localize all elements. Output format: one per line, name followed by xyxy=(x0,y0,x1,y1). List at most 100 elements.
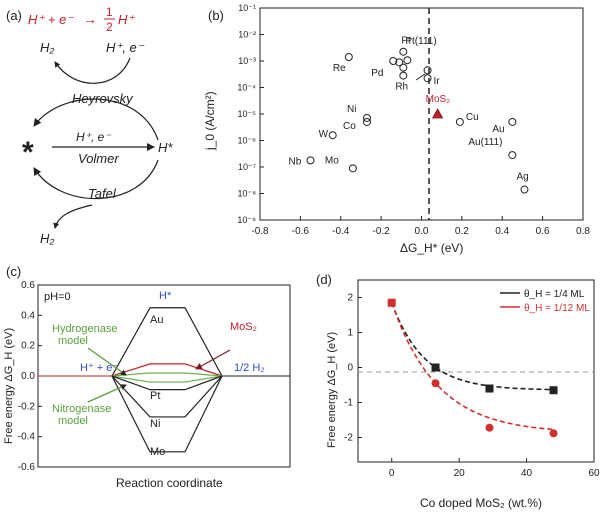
circle-marker xyxy=(549,429,558,438)
data-point xyxy=(423,66,432,75)
y-tick-label: 10⁻⁹ xyxy=(237,215,256,225)
panel-a: (a) H⁺ + e⁻ → 1 2 H⁺ H₂ H⁺, e⁻ Heyrovsky… xyxy=(6,5,173,246)
point-label: Mo xyxy=(325,155,339,166)
plot-d-ylabel: Free energy ΔG_H (eV) xyxy=(326,332,338,448)
heyrovsky-arc xyxy=(33,98,159,141)
square-marker xyxy=(549,386,558,395)
panel-c: (c) 0.6 0.4 0.2 0.0 -0.2 -0.4 -0.6 pH=0 H* H⁺ … xyxy=(3,264,291,490)
y-tick-label: 0.0 xyxy=(21,371,35,382)
h-plus-label: H⁺ + e⁻ xyxy=(80,362,118,374)
energy-level-path xyxy=(111,372,223,377)
plot-b-points: Nb Mo W Co Ni Re Pd Pt Rh Pt(111) Ir Cu Au Au(111) Ag M… xyxy=(288,36,529,194)
point-label: Cu xyxy=(466,112,479,123)
circle-marker xyxy=(387,298,396,307)
y-tick-label: 1 xyxy=(347,328,353,339)
hydrogenase-pointer xyxy=(87,347,127,376)
data-point xyxy=(508,117,517,126)
tafel-arc xyxy=(33,159,159,200)
y-tick-label: 10⁻⁸ xyxy=(237,189,256,199)
heyrovsky-h2-arrow xyxy=(54,57,131,84)
mos2-pointer-arrow xyxy=(195,349,231,370)
data-point xyxy=(348,164,357,173)
point-label: Ir xyxy=(434,76,441,87)
circle-marker xyxy=(431,379,440,388)
fit-curve xyxy=(390,302,554,391)
h-star-label: H* xyxy=(159,290,172,302)
data-point xyxy=(399,63,408,72)
energy-level-path xyxy=(111,375,223,453)
plot-b-ylabel: j_0 (A/cm²) xyxy=(203,91,217,151)
square-marker xyxy=(431,363,440,372)
ni-level-label: Ni xyxy=(150,418,160,430)
active-site-star: * xyxy=(22,136,34,169)
panel-b-label: (b) xyxy=(208,8,224,23)
y-tick-label: 0.4 xyxy=(21,310,35,321)
plot-b-y-ticks: 10⁻¹ 10⁻² 10⁻³ 10⁻⁴ 10⁻⁵ 10⁻⁶ 10⁻⁷ 10⁻⁸ 10⁻⁹ xyxy=(237,3,264,225)
y-tick-label: 0.2 xyxy=(21,341,35,352)
y-tick-label: -0.4 xyxy=(18,432,36,443)
data-point xyxy=(328,131,337,140)
energy-level-path xyxy=(111,375,223,391)
point-label: Au(111) xyxy=(468,137,502,148)
plot-d-x-ticks: 0 20 40 60 xyxy=(389,458,600,479)
x-tick-label: 0.8 xyxy=(576,226,590,237)
point-label: Pt(111) xyxy=(405,36,436,47)
plot-c-ylabel: Free energy ΔG_H (eV) xyxy=(3,328,15,444)
adsorbed-h-label: H* xyxy=(158,140,173,155)
x-tick-label: 60 xyxy=(588,468,600,479)
panel-d: (d) 0 20 40 60 210-1-2 θ_H = 1/4 MLθ_H = 1/… xyxy=(316,272,600,510)
hydrogenase-label-2: model xyxy=(58,335,88,347)
mos2-label: MoS₂ xyxy=(230,321,257,333)
point-label: Rh xyxy=(395,82,408,93)
nitrogenase-pointer xyxy=(87,384,127,403)
point-label: Pd xyxy=(371,68,383,79)
half-h2-label: 1/2 H₂ xyxy=(234,362,265,374)
h2-top-label: H₂ xyxy=(40,40,54,55)
ph-label: pH=0 xyxy=(44,291,71,303)
au-level-label: Au xyxy=(150,314,163,326)
data-point xyxy=(389,57,398,65)
fit-curve xyxy=(390,302,554,431)
panel-c-label: (c) xyxy=(6,264,21,279)
x-tick-label: -0.4 xyxy=(332,226,350,237)
data-point xyxy=(362,113,371,122)
y-tick-label: 10⁻¹ xyxy=(238,3,256,13)
y-tick-label: -0.6 xyxy=(18,462,36,473)
plot-c-xlabel: Reaction coordinate xyxy=(116,476,223,490)
equation-right: H⁺ xyxy=(118,12,135,27)
y-tick-label: 10⁻² xyxy=(238,30,256,40)
y-tick-label: -2 xyxy=(344,433,353,444)
plot-d-xlabel: Co doped MoS₂ (wt.%) xyxy=(420,496,542,510)
data-point xyxy=(403,56,412,65)
y-tick-label: 10⁻⁴ xyxy=(237,83,256,93)
equation-half-num: 1 xyxy=(106,5,113,19)
y-tick-label: -0.2 xyxy=(18,401,36,412)
energy-level-path xyxy=(111,375,223,383)
point-label: W xyxy=(319,129,329,140)
energy-level-path xyxy=(111,363,223,377)
panel-a-label: (a) xyxy=(6,8,22,23)
energy-level-path xyxy=(111,307,223,377)
x-tick-label: 0.4 xyxy=(495,226,509,237)
panel-d-label: (d) xyxy=(316,272,332,287)
point-label: Ag xyxy=(516,172,528,183)
volmer-label: Volmer xyxy=(78,151,119,166)
reaction-equation: H⁺ + e⁻ → 1 2 H⁺ xyxy=(28,5,135,34)
x-tick-label: 0.0 xyxy=(415,226,429,237)
tafel-h2-arrow xyxy=(53,204,93,229)
plot-b-xlabel: ΔG_H* (eV) xyxy=(400,241,463,255)
tafel-label: Tafel xyxy=(88,186,117,201)
panel-b: (b) -0.8 -0.6 -0.4 -0.2 0.0 0.2 0.4 0.6 0.8 10⁻¹… xyxy=(203,3,590,255)
x-tick-label: 0.2 xyxy=(455,226,469,237)
y-tick-label: 10⁻⁵ xyxy=(238,109,257,119)
mos2-marker xyxy=(431,108,444,119)
pt-level-label: Pt xyxy=(150,390,160,402)
data-point xyxy=(455,117,464,126)
point-label: Au xyxy=(492,124,504,135)
point-label: Pt xyxy=(401,36,411,47)
y-tick-label: 10⁻⁷ xyxy=(238,162,256,172)
data-point xyxy=(344,53,353,62)
equation-half-den: 2 xyxy=(106,20,113,34)
legend-label: θ_H = 1/4 ML xyxy=(524,289,585,300)
